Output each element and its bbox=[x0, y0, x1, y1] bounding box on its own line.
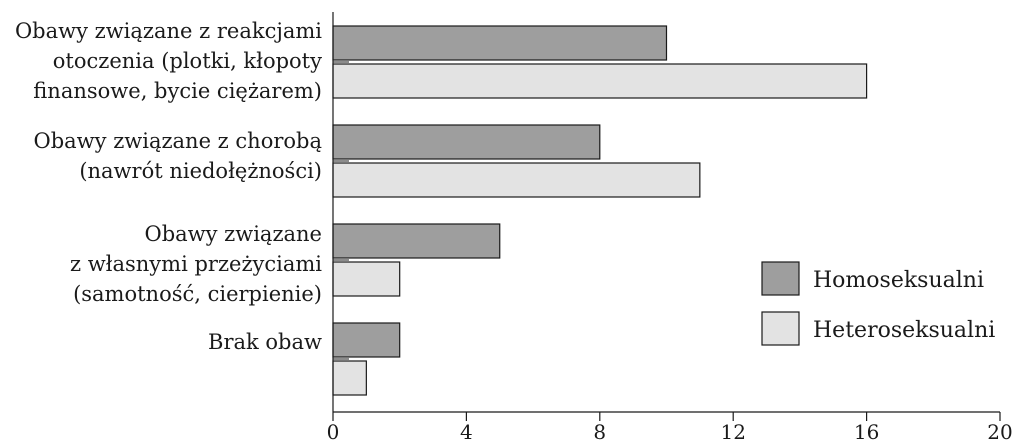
bar-homo-3 bbox=[332, 322, 401, 358]
category-label-1-line-1: (nawrót niedołężności) bbox=[79, 159, 322, 183]
bars-group bbox=[332, 25, 868, 396]
category-label-0-line-0: Obawy związane z reakcjami bbox=[15, 19, 322, 43]
legend-swatch-0 bbox=[761, 261, 800, 296]
legend: Homoseksualni Heteroseksualni bbox=[761, 261, 995, 346]
category-label-0-line-2: finansowe, bycie ciężarem) bbox=[33, 79, 322, 103]
legend-label-0: Homoseksualni bbox=[813, 268, 984, 293]
x-tick-label-0: 0 bbox=[327, 420, 340, 442]
category-label-2-line-1: z własnymi przeżyciami bbox=[70, 252, 322, 276]
category-label-2-line-0: Obawy związane bbox=[144, 222, 322, 246]
category-label-3-line-0: Brak obaw bbox=[208, 330, 322, 354]
legend-swatch-1 bbox=[761, 311, 800, 346]
category-label-0-line-1: otoczenia (plotki, kłopoty bbox=[53, 49, 322, 73]
bar-hetero-2 bbox=[332, 261, 401, 297]
x-tick-label-5: 20 bbox=[987, 420, 1012, 442]
x-tick-label-1: 4 bbox=[460, 420, 473, 442]
category-label-1-line-0: Obawy związane z chorobą bbox=[34, 129, 323, 153]
bar-hetero-1 bbox=[332, 162, 701, 198]
category-labels: Obawy związane z reakcjami otoczenia (plo… bbox=[15, 19, 322, 354]
category-label-2-line-2: (samotność, cierpienie) bbox=[73, 282, 322, 306]
bar-hetero-0 bbox=[332, 63, 868, 99]
x-tick-label-2: 8 bbox=[593, 420, 606, 442]
bar-homo-0 bbox=[332, 25, 668, 61]
x-tick-label-4: 16 bbox=[854, 420, 879, 442]
bar-homo-1 bbox=[332, 124, 601, 160]
axes-group: 0 4 8 12 16 20 bbox=[327, 12, 1013, 442]
legend-label-1: Heteroseksualni bbox=[813, 318, 995, 343]
bar-homo-2 bbox=[332, 223, 501, 259]
bar-hetero-3 bbox=[332, 360, 367, 396]
x-tick-label-3: 12 bbox=[720, 420, 745, 442]
